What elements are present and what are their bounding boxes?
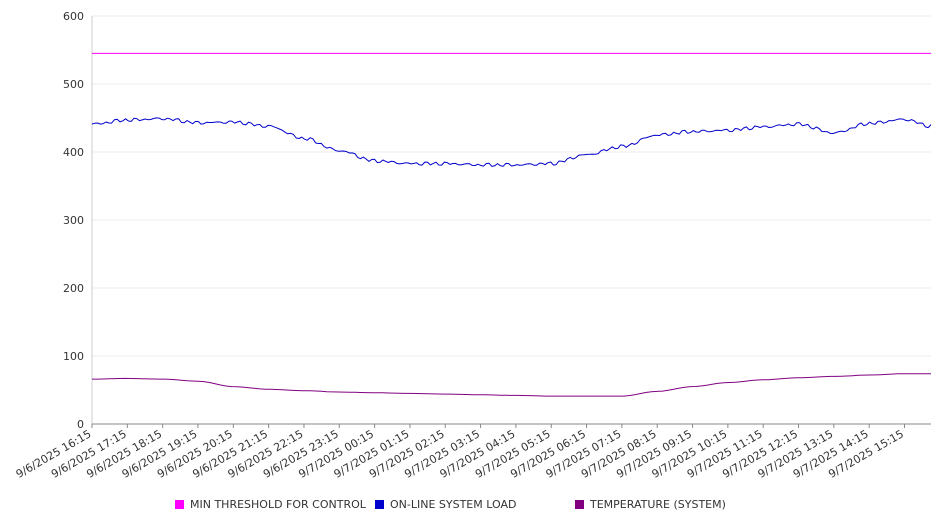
legend-swatch	[575, 500, 584, 509]
y-tick-label: 600	[63, 10, 84, 23]
legend-label: ON-LINE SYSTEM LOAD	[390, 498, 517, 511]
legend-label: TEMPERATURE (SYSTEM)	[590, 498, 726, 511]
y-tick-label: 400	[63, 146, 84, 159]
series-lines	[91, 52, 932, 397]
legend-swatch	[375, 500, 384, 509]
y-tick-labels: 0 100 200 300 400 500 600	[63, 10, 84, 431]
legend-label: MIN THRESHOLD FOR CONTROL	[190, 498, 366, 511]
legend-item-min-threshold[interactable]: MIN THRESHOLD FOR CONTROL	[175, 498, 366, 511]
y-tick-label: 500	[63, 78, 84, 91]
y-tick-label: 300	[63, 214, 84, 227]
x-tick-labels: 9/6/2025 16:159/6/2025 17:159/6/2025 18:…	[14, 427, 906, 481]
legend: MIN THRESHOLD FOR CONTROL ON-LINE SYSTEM…	[0, 498, 946, 514]
legend-item-temperature[interactable]: TEMPERATURE (SYSTEM)	[575, 498, 726, 511]
series-line-on-line-system-load	[91, 117, 932, 167]
legend-swatch	[175, 500, 184, 509]
legend-item-online-system-load[interactable]: ON-LINE SYSTEM LOAD	[375, 498, 516, 511]
grid-lines	[92, 15, 931, 357]
y-tick-label: 0	[77, 418, 84, 431]
y-tick-label: 200	[63, 282, 84, 295]
y-tick-label: 100	[63, 350, 84, 363]
axes	[91, 16, 931, 428]
series-line-temperature-system	[92, 373, 931, 397]
